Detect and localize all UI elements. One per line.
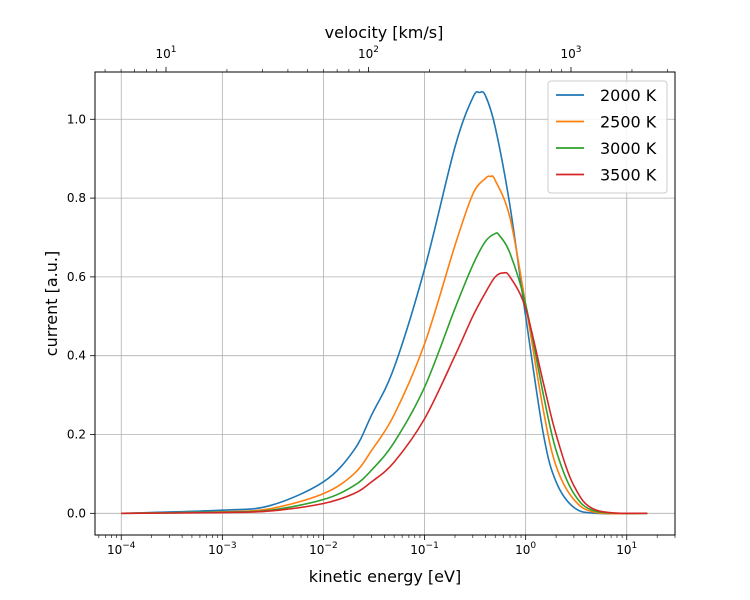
legend-box [547,80,668,194]
legend: 2000 K 2500 K 3000 K 3500 K [547,80,668,194]
y-tick-label: 0.8 [67,191,86,205]
y-tick-label: 0.4 [67,349,86,363]
x-tick-label: 101 [616,541,637,557]
x-tick-label: 10−2 [309,541,338,557]
y-tick-label: 0.2 [67,428,86,442]
plot-frame [94,71,676,536]
series-layer [121,90,648,515]
x2-tick-label: 103 [560,45,581,61]
x-tick-label: 100 [515,541,536,557]
series-line [121,90,648,515]
legend-label: 3000 K [600,139,657,158]
legend-label: 2500 K [600,113,657,132]
y-tick-label: 1.0 [67,112,86,126]
ticks-layer [90,67,676,540]
x-tick-label: 10−4 [107,541,136,557]
x2-tick-label: 101 [155,45,176,61]
series-line [121,232,648,515]
series-line [121,175,648,515]
series-line [121,271,648,515]
legend-label: 3500 K [600,166,657,185]
x-axis-title: kinetic energy [eV] [309,567,461,586]
x-tick-label: 10−1 [410,541,439,557]
y-tick-label: 0.0 [67,506,86,520]
top-x-axis-title: velocity [km/s] [325,23,444,42]
y-tick-label: 0.6 [67,270,86,284]
x2-tick-label: 102 [358,45,379,61]
legend-label: 2000 K [600,86,657,105]
y-axis-title: current [a.u.] [42,251,61,356]
x-tick-label: 10−3 [208,541,237,557]
